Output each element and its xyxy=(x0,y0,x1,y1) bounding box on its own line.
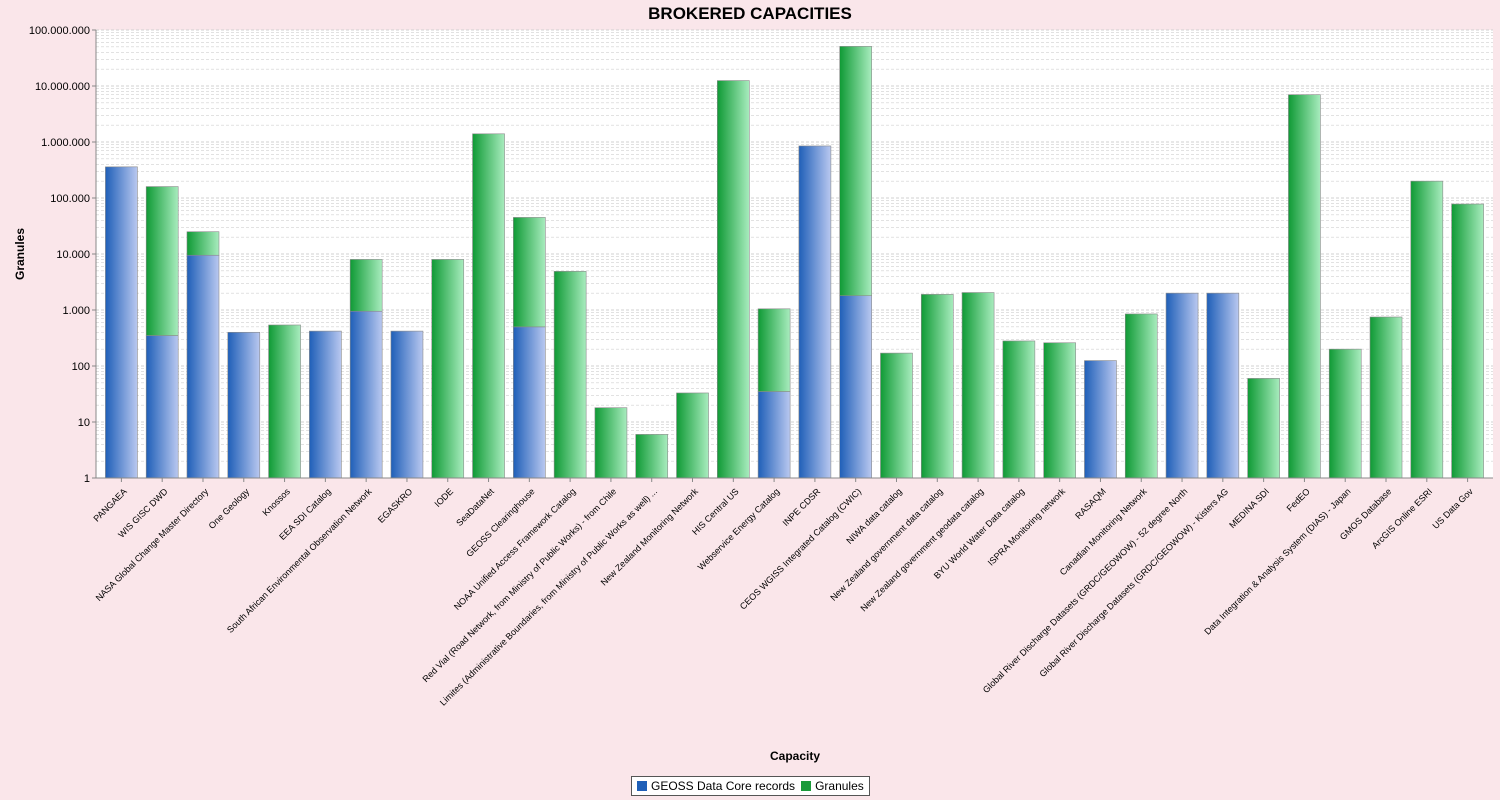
bar-granules xyxy=(961,292,995,479)
bar-granules xyxy=(676,392,709,479)
bar-geoss xyxy=(227,331,261,479)
x-tick-label: PANGAEA xyxy=(91,486,128,523)
legend-label-geoss: GEOSS Data Core records xyxy=(651,779,796,793)
bar-granules xyxy=(1369,316,1403,479)
bar-granules xyxy=(635,434,669,479)
bar-granules xyxy=(920,294,954,479)
x-tick-label: Global River Discharge Datasets (GRDC/GE… xyxy=(981,486,1190,695)
y-tick-label: 10 xyxy=(78,417,90,429)
x-tick-label: FedEO xyxy=(1285,486,1312,513)
bar-geoss xyxy=(1165,292,1199,479)
x-tick-label: IODE xyxy=(433,486,456,509)
y-tick-label: 10.000.000 xyxy=(35,81,90,93)
y-tick-label: 10.000 xyxy=(56,249,90,261)
x-tick-label: INPE CDSR xyxy=(781,486,823,528)
x-tick-label: Global River Discharge Datasets (GRDC/GE… xyxy=(1038,486,1231,679)
bar-granules xyxy=(268,324,301,479)
x-tick-label: South African Environmental Observation … xyxy=(225,486,374,635)
bar-geoss xyxy=(390,330,424,479)
y-tick-label: 100.000 xyxy=(50,193,90,205)
legend-label-granules: Granules xyxy=(815,779,864,793)
x-tick-label: Red Vial (Road Network, from Ministry of… xyxy=(421,486,619,684)
y-tick-label: 100.000.000 xyxy=(29,25,90,37)
y-tick-label: 1.000 xyxy=(62,305,90,317)
legend-item-granules: Granules xyxy=(801,779,864,793)
bar-granules xyxy=(594,407,628,479)
bar-geoss xyxy=(839,295,872,479)
bar-geoss xyxy=(757,391,791,479)
bar-granules xyxy=(1247,378,1280,479)
x-axis-label: Capacity xyxy=(770,749,820,763)
y-tick-label: 1.000.000 xyxy=(41,137,90,149)
bar-granules xyxy=(1002,340,1036,479)
bar-geoss xyxy=(798,145,832,479)
bar-granules xyxy=(880,352,913,479)
bar-granules xyxy=(839,46,872,297)
bar-granules xyxy=(349,259,383,312)
bar-granules xyxy=(472,133,505,479)
chart-title: BROKERED CAPACITIES xyxy=(648,4,852,23)
bar-granules xyxy=(717,80,750,479)
legend-swatch-granules xyxy=(801,781,812,791)
bar-geoss xyxy=(1206,292,1240,479)
bar-granules xyxy=(145,186,179,336)
x-tick-label: ISPRA Monitoring network xyxy=(986,486,1068,568)
bar-geoss xyxy=(1084,360,1117,479)
bar-geoss xyxy=(145,335,179,479)
bar-geoss xyxy=(186,254,220,479)
legend-item-geoss: GEOSS Data Core records xyxy=(637,779,795,793)
y-axis: 1 10 100 1.000 10.000 100.000 1.000.000 10.000.… xyxy=(29,25,97,485)
bars xyxy=(105,46,1484,479)
x-tick-label: Webservice Energy Catalog xyxy=(696,486,782,572)
y-tick-label: 1 xyxy=(84,473,90,485)
bar-geoss xyxy=(309,330,342,479)
bar-granules xyxy=(757,308,791,392)
bar-granules xyxy=(1288,94,1321,479)
bar-granules xyxy=(553,271,587,479)
legend-swatch-geoss xyxy=(637,781,647,791)
bar-granules xyxy=(1328,348,1362,479)
x-tick-label: MEDINA SDI xyxy=(1227,486,1271,530)
bar-geoss xyxy=(513,326,546,479)
x-tick-label: SeaDataNet xyxy=(454,486,496,528)
bar-granules xyxy=(1124,313,1158,479)
bar-granules xyxy=(1451,203,1484,479)
x-tick-label: RASAQM xyxy=(1073,486,1108,521)
legend: GEOSS Data Core records Granules xyxy=(631,776,870,796)
bar-granules xyxy=(1410,180,1444,479)
x-tick-label: One Geology xyxy=(207,486,252,531)
x-tick-label: Knossos xyxy=(260,486,292,518)
bar-granules xyxy=(186,231,220,256)
bar-geoss xyxy=(105,166,138,479)
x-tick-label: GEOSS Clearinghouse xyxy=(464,486,537,559)
bar-granules xyxy=(431,259,465,479)
bar-granules xyxy=(1043,342,1076,479)
bar-granules xyxy=(513,217,546,328)
y-axis-label: Granules xyxy=(13,228,27,280)
y-tick-label: 100 xyxy=(72,361,90,373)
x-tick-label: Data Integration & Analysis System (DIAS… xyxy=(1202,486,1352,636)
bar-geoss xyxy=(349,310,383,479)
x-tick-label: Canadian Monitoring Network xyxy=(1058,486,1149,577)
x-tick-label: EGASKRO xyxy=(376,486,415,525)
x-tick-label: US Data Gov xyxy=(1430,486,1475,531)
